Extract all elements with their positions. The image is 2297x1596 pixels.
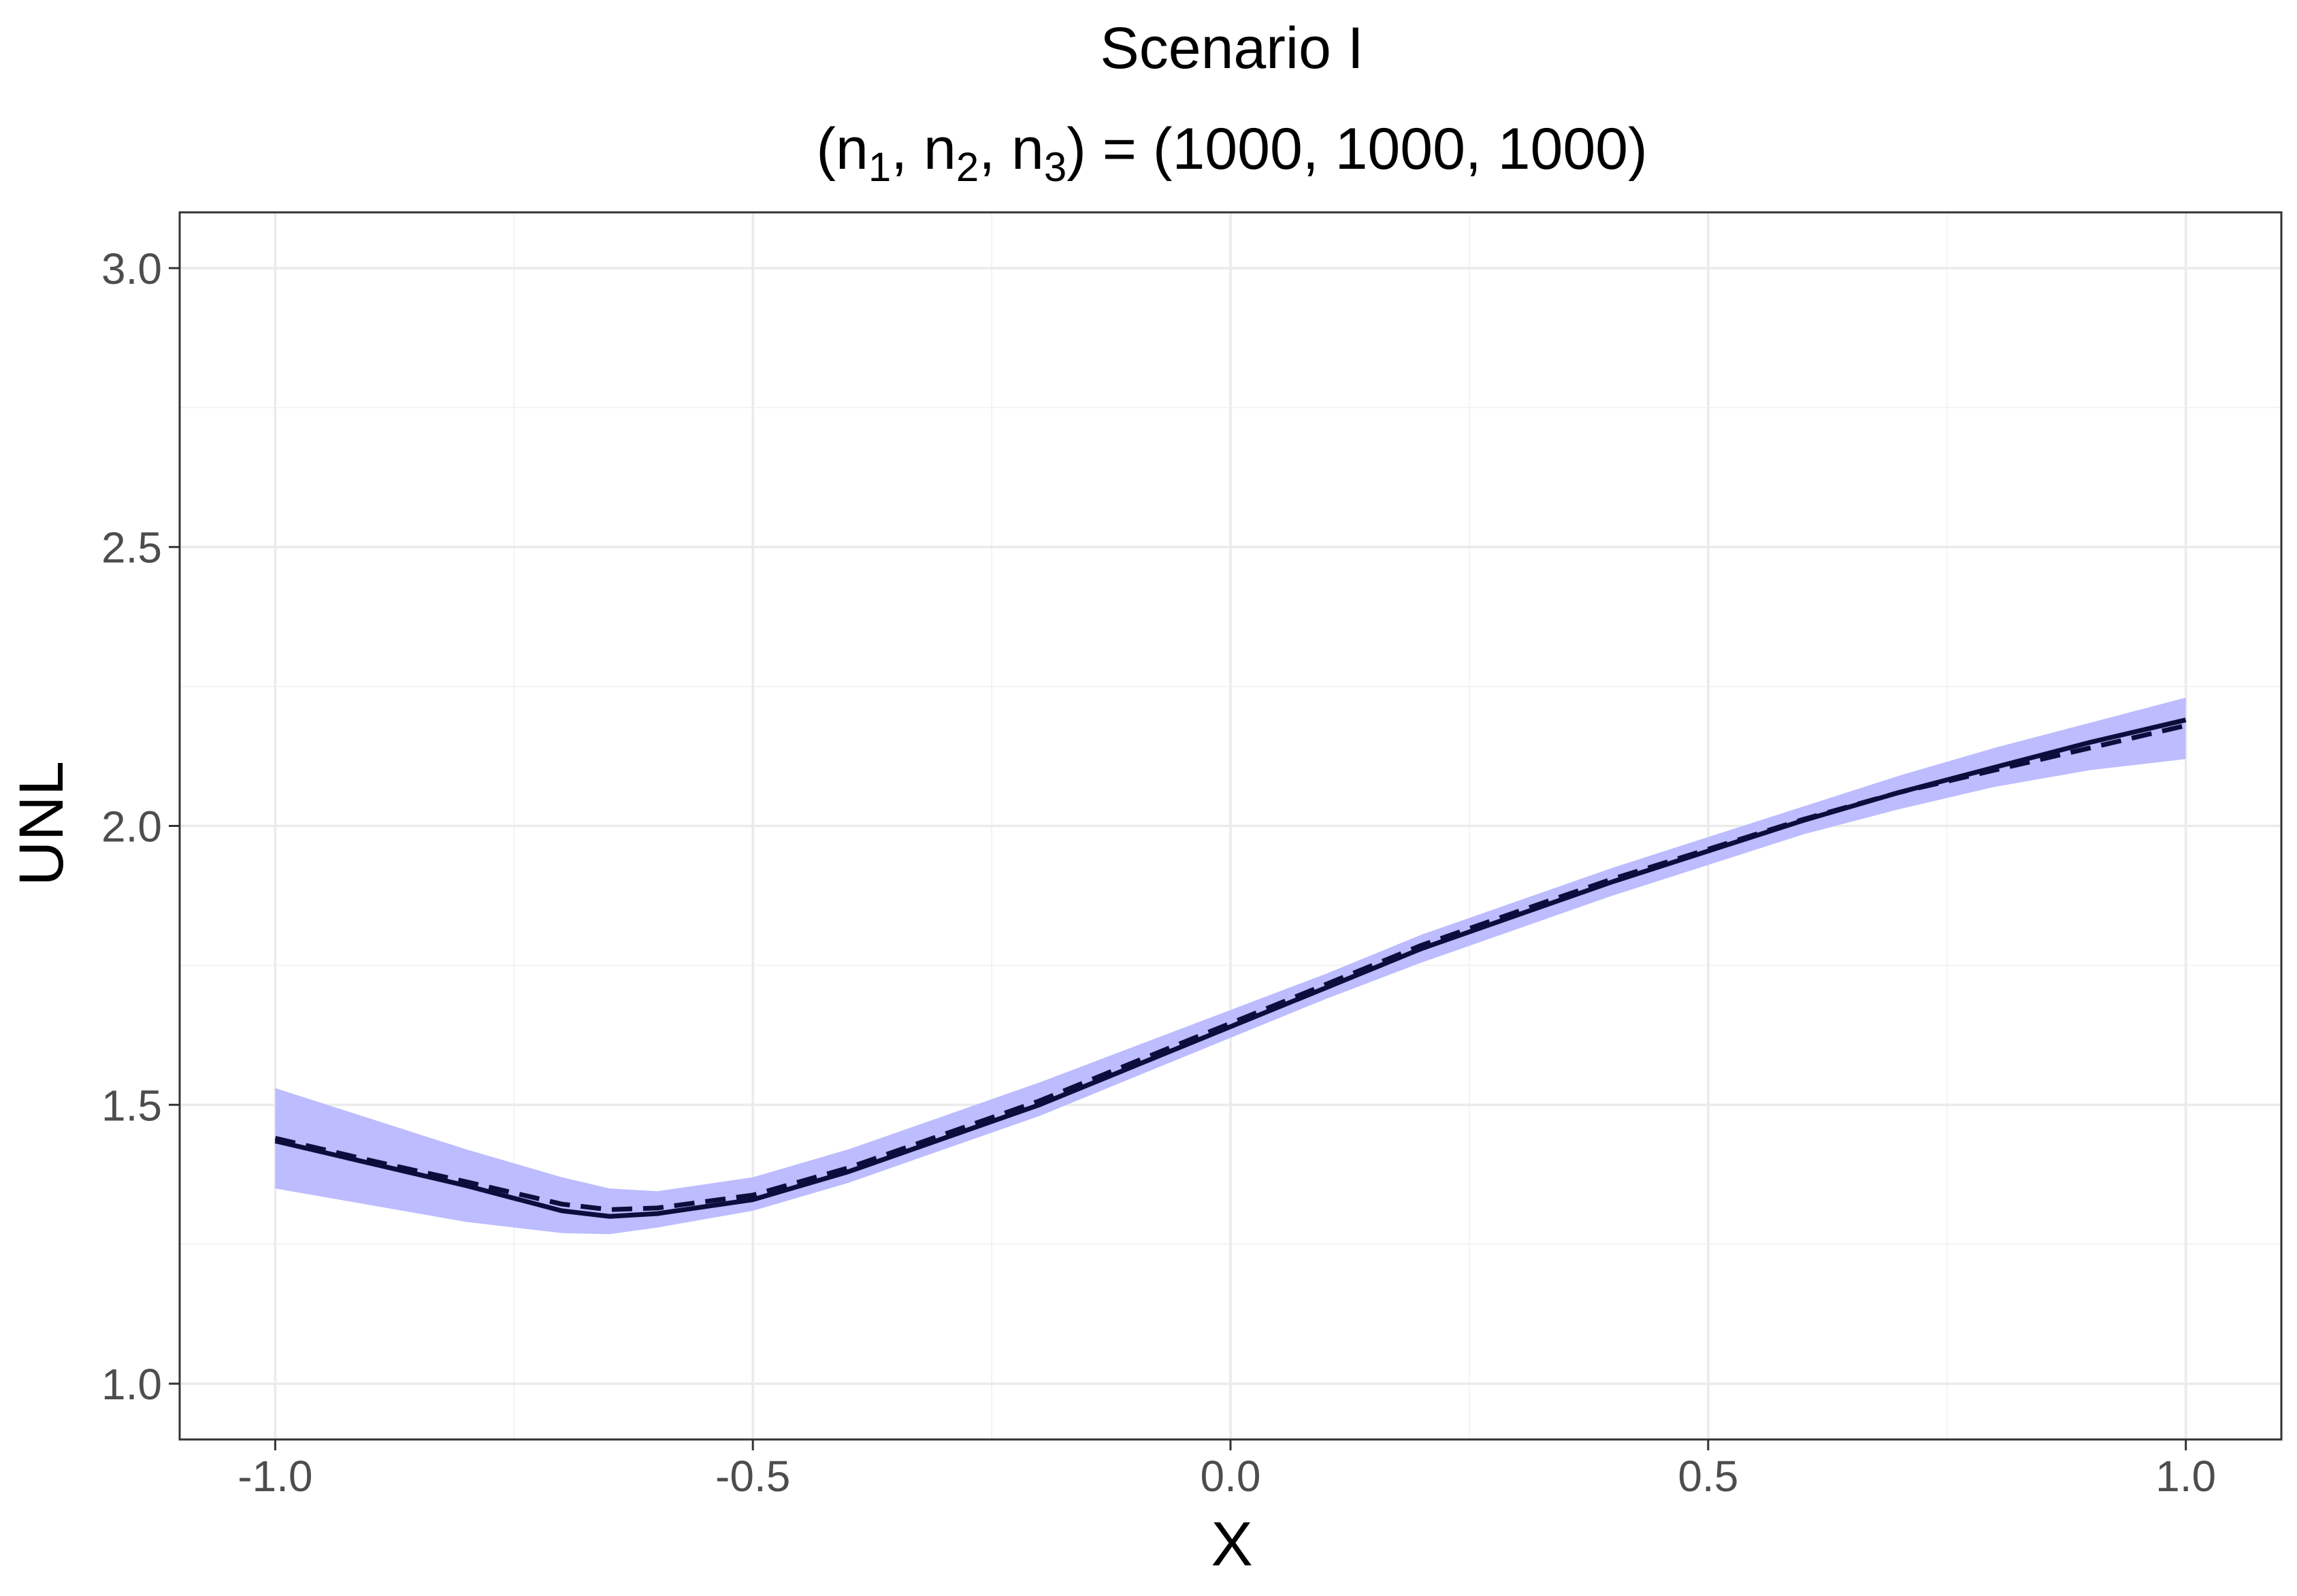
y-tick-label: 1.5 [101, 1081, 162, 1130]
y-tick-label: 3.0 [101, 244, 162, 293]
plot-area: -1.0 -0.5 0.0 0.5 1.0 1.0 1.5 2.0 2.5 3.0 [101, 211, 2283, 1501]
subtitle-sub-3: 3 [1044, 144, 1066, 190]
subtitle-close: ) = (1000, 1000, 1000) [1066, 116, 1647, 182]
x-tick-label: -0.5 [715, 1452, 790, 1501]
subtitle-sub-1: 1 [868, 144, 891, 190]
series-line-dashed [274, 723, 2187, 1212]
chart-subtitle: (n1, n2, n3) = (1000, 1000, 1000) [816, 116, 1647, 190]
series-line-solid [274, 717, 2187, 1219]
subtitle-open: (n [816, 116, 868, 182]
y-axis-title: UNL [7, 761, 76, 886]
subtitle-sub-2: 2 [956, 144, 979, 190]
subtitle-sep-2: , n [979, 116, 1044, 182]
y-tick-label: 2.0 [101, 802, 162, 851]
chart-title: Scenario I [1100, 16, 1363, 81]
y-tick-label: 1.0 [101, 1360, 162, 1409]
x-tick-label: 0.0 [1201, 1452, 1261, 1501]
x-tick-label: -1.0 [238, 1452, 312, 1501]
x-tick-label: 0.5 [1678, 1452, 1738, 1501]
subtitle-sep-1: , n [891, 116, 956, 182]
x-tick-label: 1.0 [2155, 1452, 2216, 1501]
y-tick-label: 2.5 [101, 523, 162, 572]
x-axis-title: X [1211, 1510, 1252, 1579]
